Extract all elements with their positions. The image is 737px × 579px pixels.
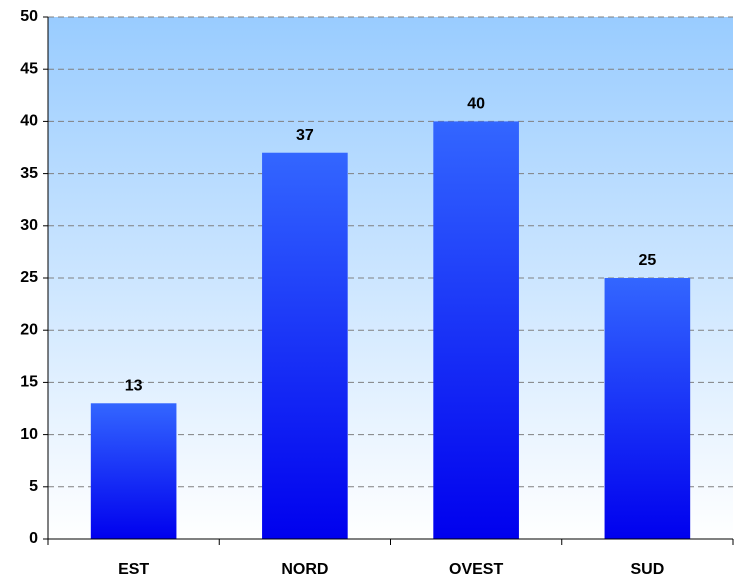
x-tick-label: NORD [281,561,328,578]
y-tick-label: 15 [20,374,38,391]
y-tick-label: 25 [20,269,38,286]
x-tick-label: OVEST [449,561,503,578]
data-label: 13 [125,377,143,394]
data-label: 40 [467,96,485,113]
bar [262,152,348,539]
x-tick-label: EST [118,561,149,578]
y-tick-label: 35 [20,165,38,182]
y-tick-label: 20 [20,321,38,338]
data-label: 25 [638,252,656,269]
data-label: 37 [296,127,314,144]
bar [433,121,519,540]
y-tick-label: 0 [29,530,38,547]
y-tick-label: 5 [29,478,38,495]
y-tick-label: 10 [20,426,38,443]
y-tick-label: 30 [20,217,38,234]
y-tick-label: 45 [20,60,38,77]
y-tick-label: 50 [20,8,38,25]
bar [604,278,691,539]
bar [90,403,177,539]
x-tick-label: SUD [630,561,664,578]
y-tick-label: 40 [20,113,38,130]
